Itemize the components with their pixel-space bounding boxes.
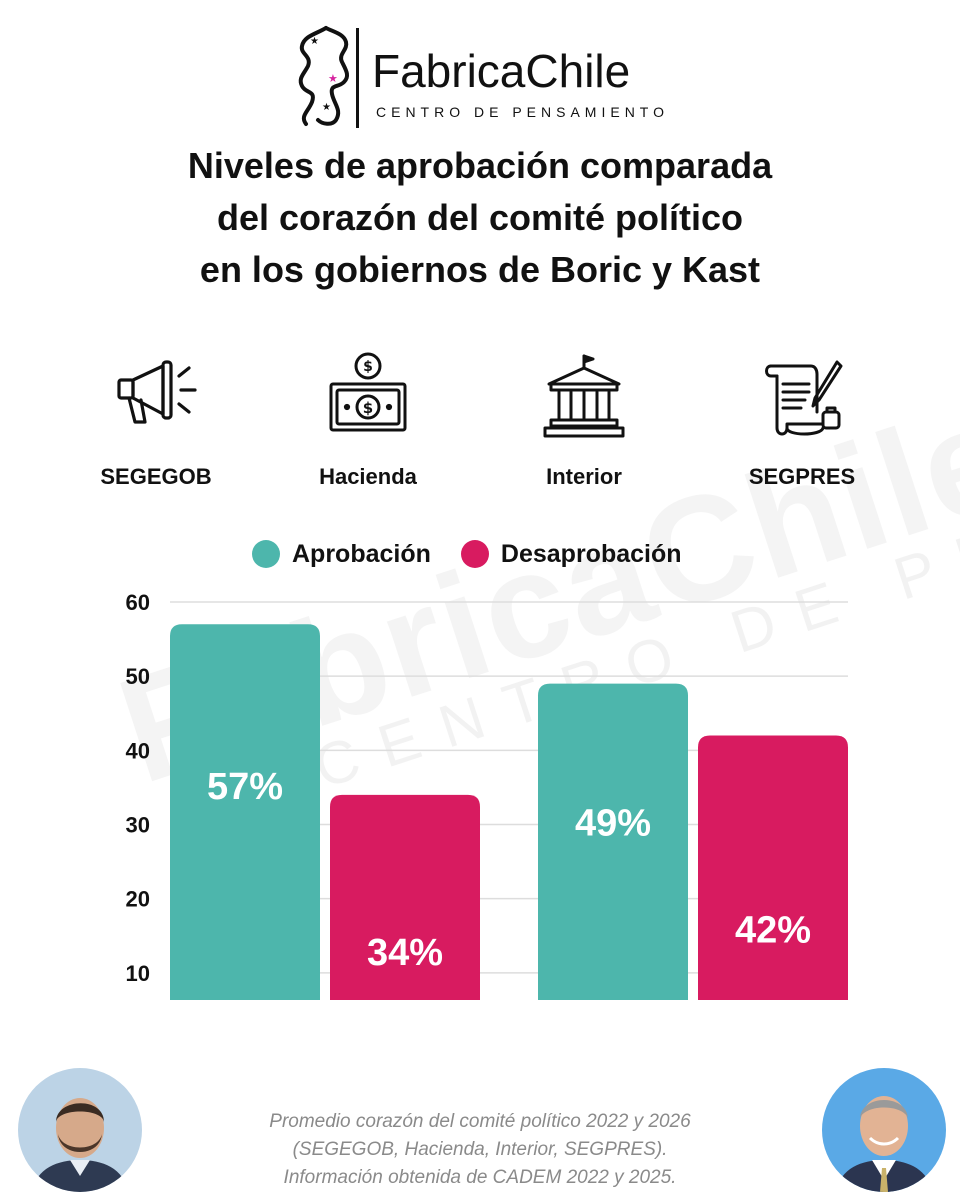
legend-label-aprobacion: Aprobación — [292, 539, 431, 568]
avatar-boric — [18, 1068, 142, 1192]
y-tick-label: 40 — [126, 738, 150, 763]
bar-aprobacion — [538, 683, 688, 1000]
y-tick-label: 60 — [126, 590, 150, 615]
ministry-label: SEGEGOB — [100, 464, 212, 489]
megaphone-icon — [117, 360, 197, 424]
legend-item-desaprobacion: Desaprobación — [460, 539, 682, 569]
y-tick-label: 20 — [126, 887, 150, 912]
data-label: 57% — [207, 766, 283, 808]
ministry-interior: Interior — [484, 352, 684, 490]
y-tick-label: 50 — [126, 664, 150, 689]
ministry-hacienda: $ $ Hacienda — [268, 352, 468, 490]
legend-swatch-aprobacion — [252, 540, 280, 568]
footnote-line-1: Promedio corazón del comité político 202… — [269, 1111, 691, 1132]
brand-logo: ★ ★ ★ FabricaChile CENTRO DE PENSAMIENTO — [296, 24, 676, 132]
logo-divider — [356, 28, 359, 128]
chart-footnote: Promedio corazón del comité político 202… — [180, 1108, 780, 1192]
brand-tagline: CENTRO DE PENSAMIENTO — [376, 104, 669, 120]
y-tick-label: 10 — [126, 961, 150, 986]
page-title: Niveles de aprobación comparada del cora… — [60, 140, 900, 296]
legend-label-desaprobacion: Desaprobación — [500, 539, 682, 568]
bar-aprobacion — [170, 624, 320, 1000]
data-label: 42% — [735, 910, 811, 952]
bar-desaprobacion — [698, 735, 848, 1000]
svg-text:★: ★ — [328, 72, 338, 85]
title-line-1: Niveles de aprobación comparada — [187, 145, 773, 186]
chart-legend: Aprobación Desaprobación — [252, 536, 712, 572]
brand-name: FabricaChile — [372, 45, 631, 97]
ministry-label: Interior — [546, 464, 622, 489]
svg-text:$: $ — [363, 359, 373, 375]
legend-item-aprobacion: Aprobación — [252, 540, 431, 569]
title-line-3: en los gobiernos de Boric y Kast — [199, 249, 761, 290]
ministry-label: SEGPRES — [748, 464, 856, 489]
legend-swatch-desaprobacion — [460, 540, 489, 568]
portrait-right-avatar-icon — [822, 1068, 946, 1192]
ministry-segpres: SEGPRES — [702, 352, 902, 490]
portrait-left-avatar-icon — [18, 1068, 142, 1192]
money-icon: $ $ — [329, 352, 407, 432]
y-tick-label: 30 — [126, 813, 150, 838]
data-label: 49% — [575, 803, 651, 845]
scroll-quill-icon — [765, 360, 843, 436]
title-line-2: del corazón del comité político — [216, 197, 744, 238]
footnote-line-3: Información obtenida de CADEM 2022 y 202… — [283, 1167, 677, 1188]
footnote-line-2: (SEGEGOB, Hacienda, Interior, SEGPRES). — [292, 1139, 668, 1160]
svg-text:$: $ — [363, 399, 373, 417]
chile-map-logo-icon: ★ ★ ★ — [298, 26, 350, 126]
bar-desaprobacion — [330, 794, 480, 1000]
ministry-label: Hacienda — [319, 464, 417, 489]
svg-text:★: ★ — [322, 102, 331, 113]
data-label: 34% — [367, 932, 443, 974]
avatar-kast — [822, 1068, 946, 1192]
government-building-icon — [543, 354, 625, 438]
svg-text:★: ★ — [310, 36, 319, 47]
ministry-segegob: SEGEGOB — [56, 352, 256, 490]
bar-chart: 010203040506057%34%2022 (marzo)49%42%202… — [126, 590, 848, 1000]
